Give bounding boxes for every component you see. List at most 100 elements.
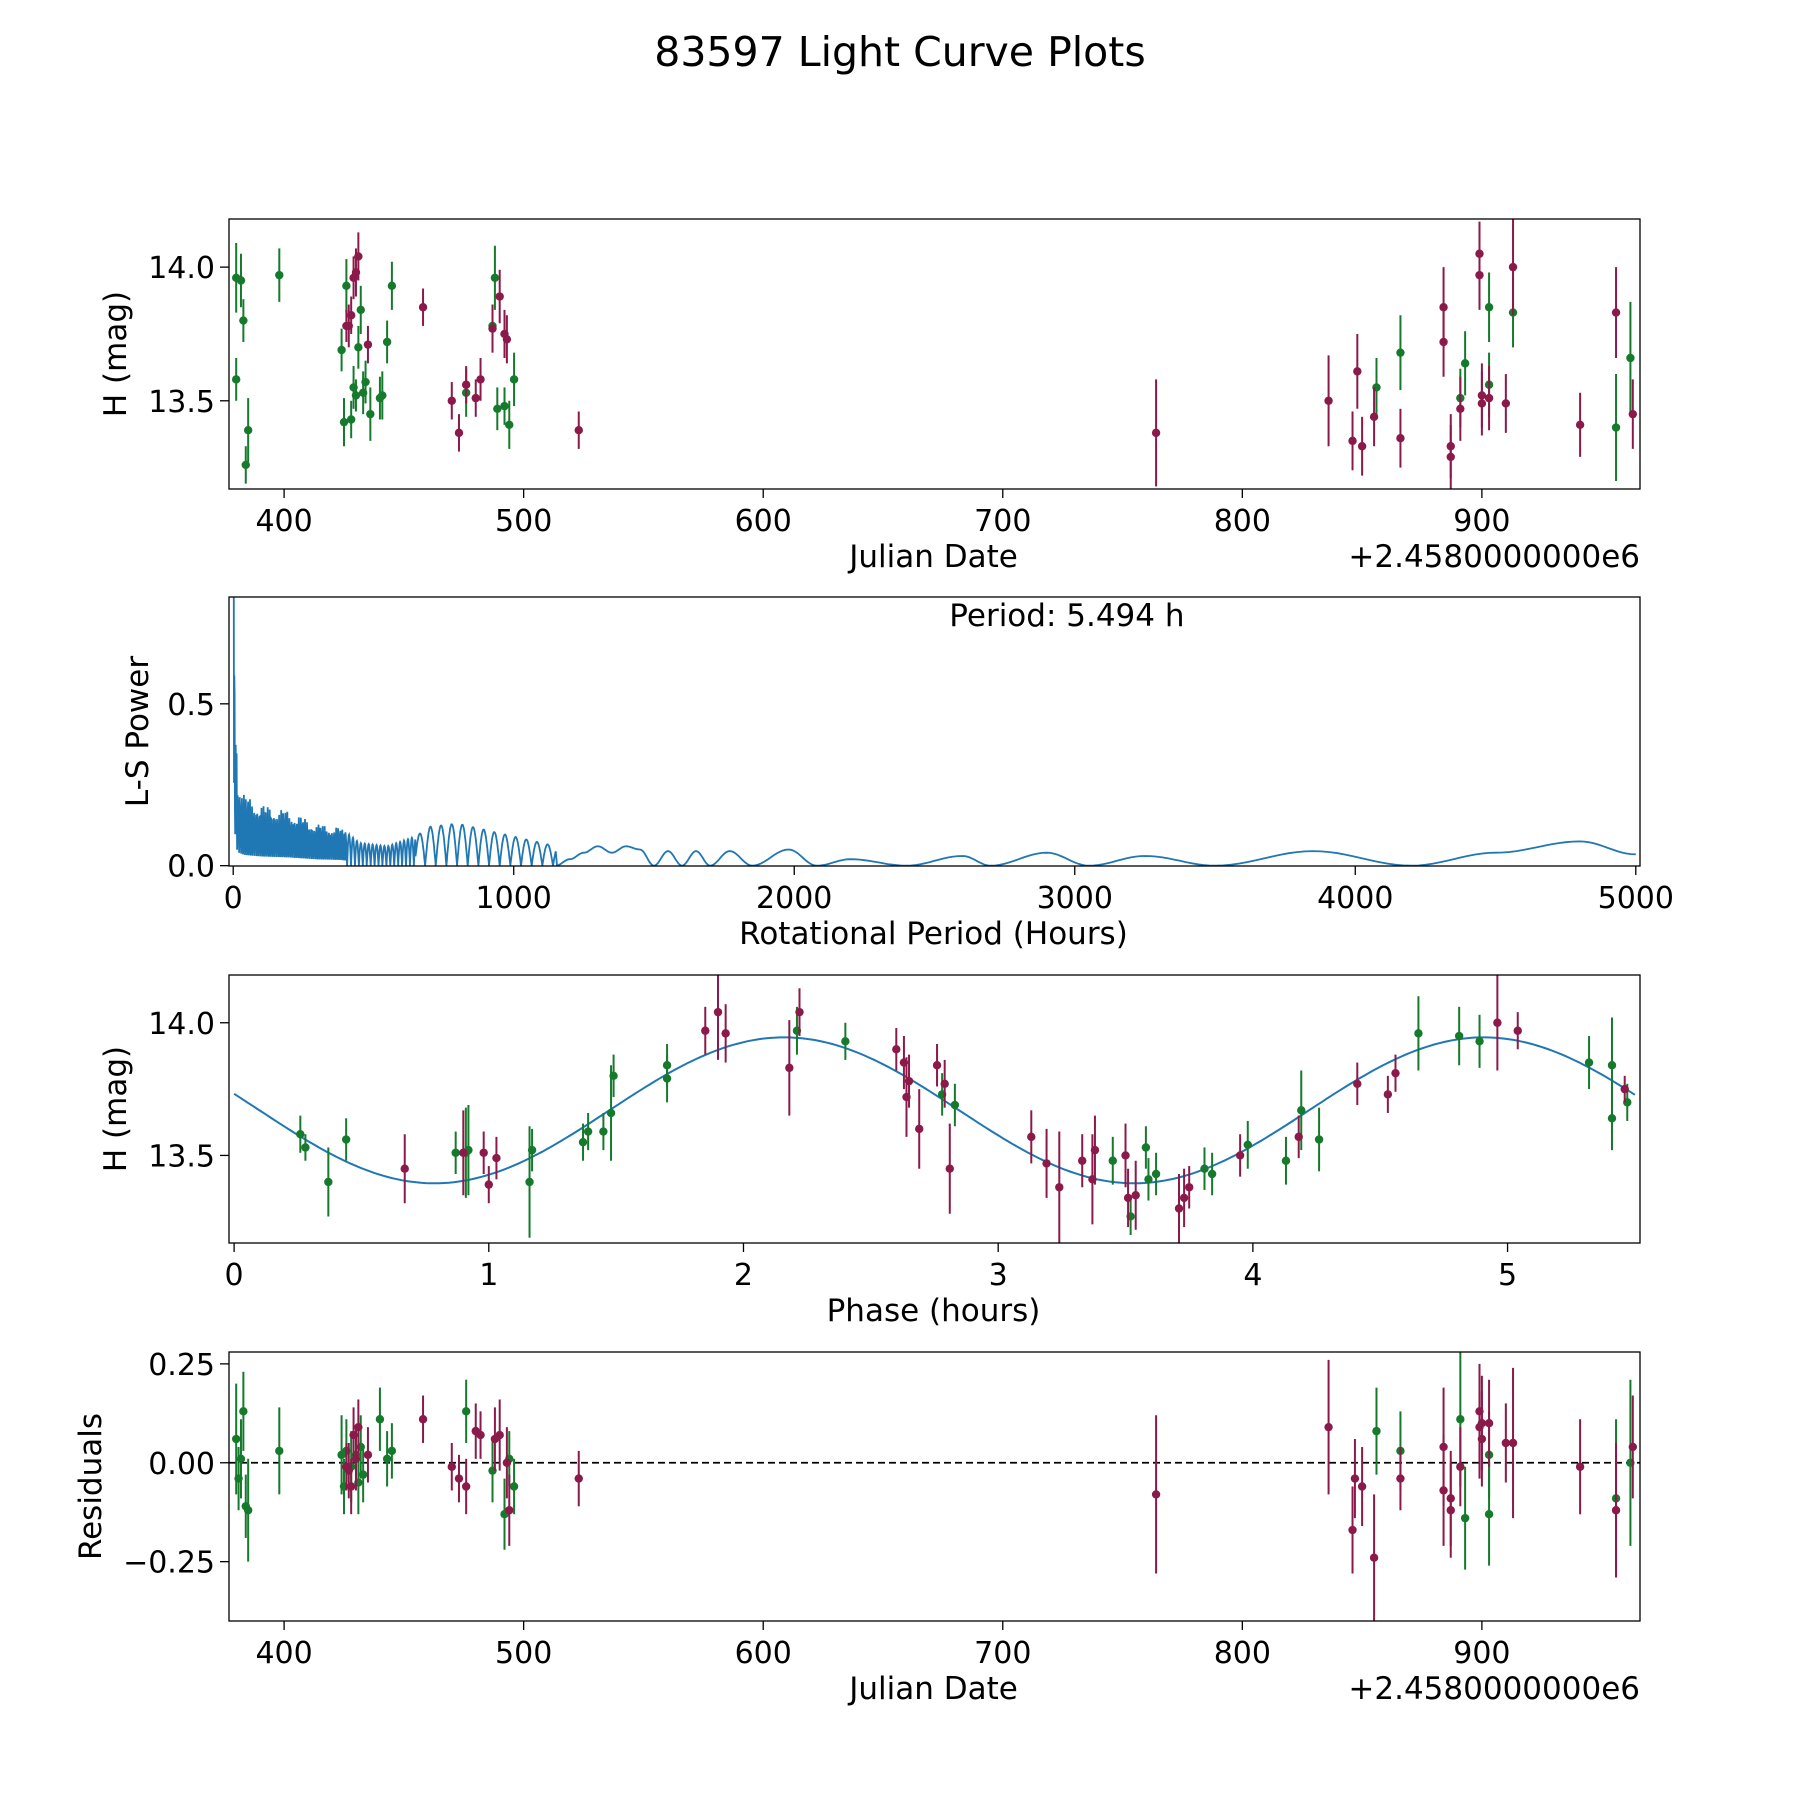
data-point: [346, 1482, 356, 1491]
x-tick-label: 700: [974, 504, 1031, 539]
data-point: [1501, 1438, 1511, 1448]
y-axis-label: H (mag): [98, 1046, 134, 1172]
data-point: [358, 1470, 368, 1479]
data-point: [609, 1071, 618, 1081]
x-tick-label: 400: [255, 504, 312, 539]
data-point: [1439, 1486, 1448, 1495]
data-point: [1121, 1151, 1130, 1160]
data-point: [1179, 1193, 1189, 1203]
data-point: [1353, 367, 1362, 376]
data-point: [1446, 452, 1455, 462]
data-point: [1235, 1151, 1245, 1160]
data-point: [1348, 1525, 1357, 1535]
data-point: [1151, 428, 1161, 438]
data-point: [1454, 1031, 1464, 1041]
x-tick-label: 900: [1453, 504, 1510, 539]
x-tick-label: 500: [495, 1636, 552, 1671]
data-point: [492, 1153, 501, 1163]
data-point: [337, 345, 346, 355]
data-point: [231, 1434, 241, 1444]
x-tick-label: 400: [255, 1636, 312, 1671]
x-tick-label: 800: [1214, 504, 1271, 539]
data-point: [1477, 399, 1487, 408]
data-point: [1607, 1114, 1617, 1123]
data-point: [1508, 262, 1518, 272]
x-tick-label: 4: [1243, 1258, 1262, 1293]
data-point: [892, 1045, 901, 1054]
data-point: [950, 1100, 960, 1110]
figure-title: 83597 Light Curve Plots: [654, 28, 1146, 76]
x-tick-label: 2: [734, 1258, 753, 1293]
data-point: [243, 425, 253, 435]
x-tick-label: 900: [1453, 1636, 1510, 1671]
data-point: [346, 415, 356, 424]
data-point: [527, 1145, 537, 1155]
data-point: [1357, 442, 1367, 451]
data-point: [361, 377, 370, 387]
data-point: [351, 1454, 361, 1464]
data-point: [1369, 1553, 1379, 1562]
data-point: [1131, 1191, 1140, 1200]
data-point: [1460, 359, 1470, 368]
x-axis-label: Phase (hours): [827, 1293, 1041, 1329]
data-point: [1174, 1204, 1184, 1213]
data-point: [599, 1127, 608, 1136]
data-point: [1055, 1183, 1064, 1192]
y-tick-label: −0.25: [123, 1546, 215, 1581]
data-point: [490, 273, 500, 283]
x-offset-text: +2.4580000000e6: [1348, 539, 1640, 575]
data-point: [1513, 1026, 1522, 1035]
data-point: [1396, 1474, 1405, 1483]
y-axis-label: L-S Power: [120, 656, 156, 807]
data-point: [606, 1108, 616, 1118]
data-point: [418, 1415, 428, 1424]
data-point: [915, 1124, 924, 1134]
data-point: [324, 1177, 333, 1187]
data-point: [451, 1148, 460, 1157]
data-point: [1350, 1474, 1360, 1483]
y-tick-label: 13.5: [148, 1139, 215, 1174]
data-point: [785, 1063, 794, 1073]
x-tick-label: 3000: [1037, 881, 1113, 916]
data-point: [505, 1506, 514, 1515]
data-point: [701, 1026, 710, 1035]
data-point: [1324, 396, 1333, 405]
data-point: [1414, 1029, 1423, 1038]
data-point: [1027, 1132, 1036, 1142]
series-r: [342, 1359, 1638, 1621]
x-tick-label: 500: [495, 504, 552, 539]
data-point: [502, 1458, 512, 1467]
data-point: [493, 404, 502, 414]
data-point: [1484, 393, 1494, 403]
data-point: [1628, 1442, 1638, 1452]
data-point: [484, 1180, 493, 1189]
data-point: [583, 1127, 593, 1136]
data-point: [795, 1007, 804, 1017]
y-tick-label: 0.0: [167, 850, 215, 885]
period-annotation: Period: 5.494 h: [949, 598, 1184, 634]
data-point: [471, 393, 480, 403]
y-tick-label: 0.5: [167, 688, 215, 723]
data-point: [301, 1143, 310, 1152]
data-point: [239, 1407, 248, 1416]
data-point: [509, 1482, 519, 1491]
y-axis-label: H (mag): [98, 291, 134, 417]
data-point: [495, 292, 504, 301]
data-point: [354, 252, 363, 261]
data-point: [1575, 420, 1585, 430]
data-point: [505, 420, 514, 430]
x-tick-label: 1000: [476, 881, 552, 916]
series-g: [231, 243, 1635, 484]
data-point: [354, 1422, 363, 1432]
data-point: [525, 1177, 534, 1187]
data-point: [476, 1430, 485, 1440]
x-tick-label: 0: [224, 881, 243, 916]
data-point: [382, 337, 392, 347]
x-tick-label: 0: [225, 1258, 244, 1293]
data-point: [387, 1446, 397, 1456]
data-point: [1090, 1145, 1100, 1155]
data-point: [1357, 1482, 1367, 1491]
y-tick-label: 13.5: [148, 385, 215, 420]
data-point: [1456, 404, 1465, 414]
